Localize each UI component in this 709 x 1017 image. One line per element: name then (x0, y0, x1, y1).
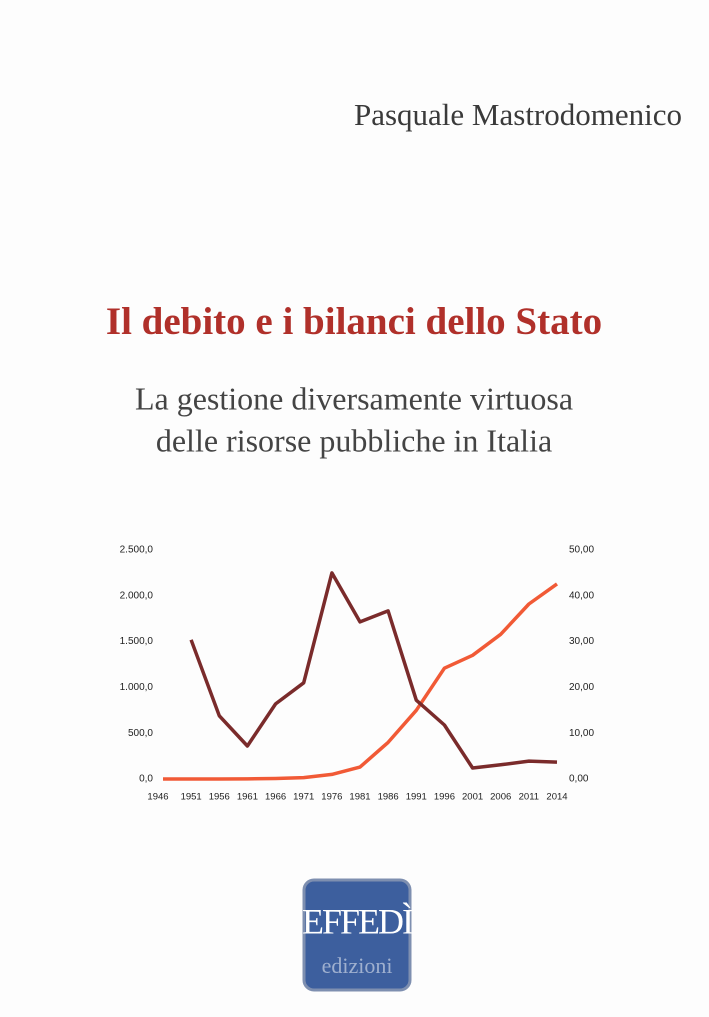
x-tick-label: 2011 (519, 792, 539, 803)
y2-tick-label: 20,00 (569, 682, 594, 693)
x-tick-label: 1991 (406, 792, 427, 803)
x-tick-label: 1961 (237, 792, 258, 803)
y-tick-label: 500,0 (128, 728, 153, 739)
x-tick-label: 1971 (293, 792, 314, 803)
data-line (189, 571, 558, 770)
title: Il debito e i bilanci dello Stato (106, 300, 602, 343)
data-line (163, 582, 559, 781)
y2-tick-label: 40,00 (569, 590, 594, 601)
subtitle-line: La gestione diversamente virtuosa (135, 380, 573, 416)
x-tick-label: 2006 (490, 792, 511, 803)
y-tick-label: 1.000,0 (120, 682, 154, 693)
x-tick-label: 2014 (546, 792, 567, 803)
x-tick-label: 1996 (434, 792, 455, 803)
y2-tick-label: 50,00 (569, 545, 594, 556)
chart: 0,0 500,0 1.000,0 1.500,0 2.000,0 2.500,0 0,00… (120, 545, 595, 803)
author: Pasquale Mastrodomenico (354, 97, 682, 132)
x-tick-label: 1986 (378, 792, 399, 803)
y2-tick-label: 10,00 (569, 728, 594, 739)
x-tick-label: 1981 (349, 792, 370, 803)
y-tick-label: 2.000,0 (120, 590, 154, 601)
y-tick-label: 1.500,0 (120, 636, 154, 647)
logo-text: EFFEDÌ (302, 901, 413, 941)
x-tick-label: 1946 (147, 792, 168, 803)
x-tick-label: 1951 (181, 792, 202, 803)
y-tick-label: 0,0 (139, 774, 153, 785)
y-tick-label: 2.500,0 (120, 545, 154, 556)
logo-imprint: edizioni (322, 953, 393, 978)
x-tick-label: 2001 (462, 792, 483, 803)
y2-tick-label: 0,00 (569, 774, 589, 785)
publisher-logo (302, 878, 412, 992)
x-tick-label: 1956 (209, 792, 230, 803)
y2-tick-label: 30,00 (569, 636, 594, 647)
subtitle-line: delle risorse pubbliche in Italia (156, 422, 552, 458)
x-tick-label: 1966 (265, 792, 286, 803)
x-tick-label: 1976 (321, 792, 342, 803)
